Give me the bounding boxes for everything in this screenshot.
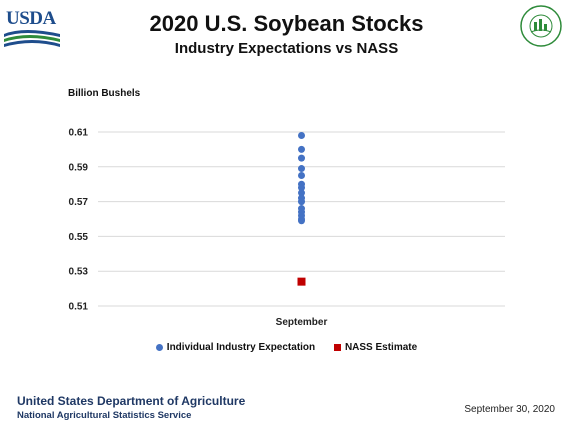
industry-expectation-point — [298, 217, 305, 225]
industry-expectation-point — [298, 145, 305, 153]
footer-org-name: United States Department of Agriculture — [17, 394, 246, 408]
industry-expectation-point — [298, 165, 305, 173]
footer-agency-name: National Agricultural Statistics Service — [17, 410, 192, 421]
nass-estimate-point — [297, 277, 306, 286]
chart-subtitle: Industry Expectations vs NASS — [174, 40, 399, 57]
chart-title: 2020 U.S. Soybean Stocks — [149, 11, 424, 36]
industry-expectation-point — [298, 198, 305, 206]
agriculture-counts-seal-icon — [520, 5, 562, 47]
y-tick-label: 0.61 — [69, 128, 89, 139]
y-tick-label: 0.51 — [69, 302, 89, 313]
industry-expectation-point — [298, 154, 305, 162]
y-axis-label: Billion Bushels — [68, 88, 141, 99]
legend-item-nass: NASS Estimate — [333, 342, 418, 353]
legend-label-nass: NASS Estimate — [344, 342, 418, 353]
legend-item-expectation: Individual Industry Expectation — [155, 342, 316, 353]
footer-date: September 30, 2020 — [464, 404, 555, 415]
industry-expectation-point — [298, 184, 305, 192]
usda-logo-hills-icon — [4, 30, 60, 47]
x-category-labels: September — [276, 317, 328, 328]
y-tick-label: 0.57 — [69, 197, 89, 208]
y-tick-label: 0.55 — [69, 232, 89, 243]
legend: Individual Industry Expectation NASS Est… — [0, 342, 573, 354]
chart-plot-area: 0.61 0.59 0.57 0.55 0.53 0.51 September — [69, 128, 505, 328]
y-tick-label: 0.53 — [69, 267, 89, 278]
industry-expectation-point — [298, 189, 305, 197]
y-tick-label: 0.59 — [69, 162, 89, 173]
data-points — [297, 131, 306, 286]
legend-label-expectation: Individual Industry Expectation — [166, 342, 316, 353]
usda-logo-text: USDA — [6, 8, 56, 29]
legend-circle-marker-icon — [155, 344, 163, 351]
industry-expectation-point — [298, 131, 305, 139]
x-category-label: September — [276, 317, 328, 328]
y-tick-labels: 0.61 0.59 0.57 0.55 0.53 0.51 — [69, 128, 89, 313]
legend-square-marker-icon — [333, 344, 341, 351]
usda-logo: USDA — [4, 6, 60, 50]
industry-expectation-point — [298, 172, 305, 179]
